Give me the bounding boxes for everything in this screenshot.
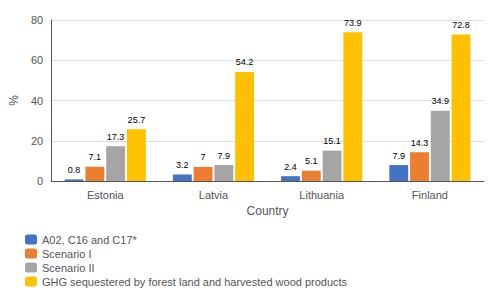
svg-text:A02, C16 and C17*: A02, C16 and C17*	[42, 234, 138, 246]
svg-text:7.9: 7.9	[392, 151, 405, 161]
svg-text:25.7: 25.7	[128, 115, 146, 125]
svg-text:0: 0	[37, 175, 43, 187]
svg-text:Scenario II: Scenario II	[42, 262, 95, 274]
svg-text:Finland: Finland	[412, 189, 448, 201]
svg-text:20: 20	[31, 135, 43, 147]
svg-text:80: 80	[31, 14, 43, 26]
svg-text:Lithuania: Lithuania	[299, 189, 345, 201]
svg-text:Country: Country	[247, 204, 289, 218]
svg-text:15.1: 15.1	[323, 136, 341, 146]
svg-text:7.1: 7.1	[89, 152, 102, 162]
svg-text:GHG sequestered by forest land: GHG sequestered by forest land and harve…	[42, 276, 348, 288]
svg-text:40: 40	[31, 95, 43, 107]
svg-text:34.9: 34.9	[432, 96, 450, 106]
svg-text:73.9: 73.9	[344, 18, 362, 28]
svg-text:17.3: 17.3	[107, 132, 125, 142]
svg-text:7.9: 7.9	[218, 151, 231, 161]
svg-text:60: 60	[31, 54, 43, 66]
svg-text:%: %	[7, 95, 21, 106]
svg-text:54.2: 54.2	[236, 57, 254, 67]
svg-text:5.1: 5.1	[305, 156, 318, 166]
svg-text:3.2: 3.2	[176, 160, 189, 170]
svg-text:2.4: 2.4	[284, 162, 297, 172]
svg-text:7: 7	[201, 152, 206, 162]
svg-text:Scenario I: Scenario I	[42, 248, 92, 260]
svg-text:72.8: 72.8	[452, 20, 470, 30]
svg-text:Estonia: Estonia	[87, 189, 125, 201]
svg-text:Latvia: Latvia	[199, 189, 229, 201]
svg-text:0.8: 0.8	[68, 165, 81, 175]
svg-text:14.3: 14.3	[411, 138, 429, 148]
